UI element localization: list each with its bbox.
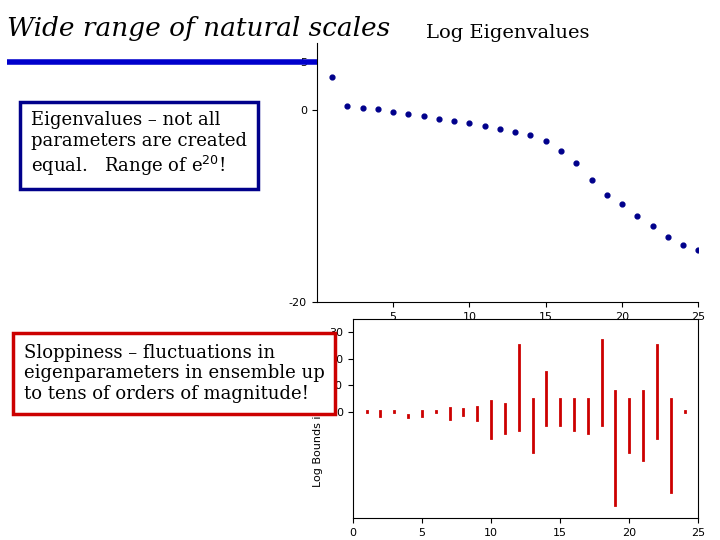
Point: [372, 105, 384, 114]
Point: [418, 112, 429, 120]
Y-axis label: Log Bounds in Ensemble: Log Bounds in Ensemble: [313, 350, 323, 487]
Title: Log Eigenvalues: Log Eigenvalues: [426, 24, 590, 42]
Point: [693, 245, 704, 254]
Point: [540, 137, 552, 145]
Point: [433, 114, 445, 123]
Point: [616, 200, 628, 209]
Point: [449, 117, 460, 125]
Point: [510, 127, 521, 136]
Point: [341, 102, 353, 110]
X-axis label: Rank: Rank: [492, 328, 523, 341]
Point: [326, 72, 338, 81]
Point: [525, 131, 536, 140]
Point: [647, 221, 658, 230]
Text: Wide range of natural scales: Wide range of natural scales: [7, 16, 390, 41]
Point: [586, 175, 598, 184]
Point: [570, 159, 582, 167]
Point: [494, 124, 505, 133]
Point: [631, 212, 643, 220]
Point: [387, 108, 399, 117]
Point: [402, 110, 414, 119]
Point: [464, 119, 475, 127]
Text: Sloppiness – fluctuations in
eigenparameters in ensemble up
to tens of orders of: Sloppiness – fluctuations in eigenparame…: [24, 343, 325, 403]
Point: [662, 233, 674, 241]
Point: [678, 240, 689, 249]
Text: Eigenvalues – not all
parameters are created
equal.   Range of e$^{20}$!: Eigenvalues – not all parameters are cre…: [31, 111, 247, 178]
Point: [357, 103, 369, 112]
Point: [601, 191, 613, 199]
Point: [479, 122, 490, 130]
Point: [555, 146, 567, 155]
